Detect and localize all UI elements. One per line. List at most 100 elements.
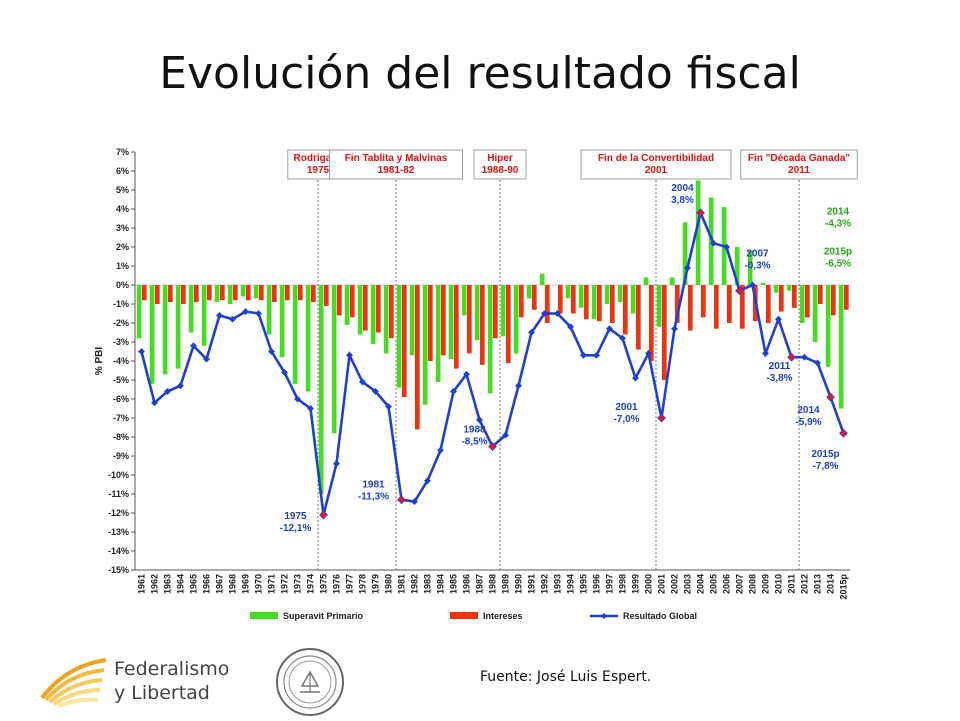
x-tick-label: 1965	[189, 574, 199, 594]
resultado-global-point	[281, 368, 288, 376]
superavit-bar	[682, 222, 688, 285]
fiscal-chart: 7% 6% 5% 4% 3% 2% 1% 0% -1% -2% -3% -4% -5% -6% -7% -8%…	[95, 147, 858, 621]
y-tick-label: 2%	[116, 242, 129, 252]
resultado-global-point	[801, 353, 808, 361]
x-tick-label: 2013	[813, 574, 823, 594]
superavit-bar	[461, 285, 467, 316]
green-annotation: -6,5%	[825, 259, 851, 270]
intereses-bar	[545, 285, 550, 323]
green-annotation: -4,3%	[825, 219, 851, 230]
blue-annotation: -7,0%	[613, 414, 639, 425]
resultado-global-point	[645, 349, 652, 357]
intereses-bar	[571, 285, 576, 314]
intereses-bar	[337, 285, 342, 316]
intereses-bar	[675, 285, 680, 323]
resultado-global-point	[411, 498, 418, 506]
superavit-bar	[578, 285, 584, 308]
intereses-bar	[727, 285, 732, 323]
superavit-bar	[487, 285, 493, 394]
resultado-global-point	[632, 374, 639, 382]
resultado-global-point	[749, 281, 756, 289]
intereses-bar	[610, 285, 615, 323]
resultado-global-point	[554, 310, 561, 317]
x-tick-label: 1967	[215, 574, 225, 594]
event-box	[473, 149, 527, 180]
superavit-bar	[331, 285, 337, 434]
x-tick-label: 1982	[410, 574, 420, 594]
intereses-bar	[701, 285, 706, 318]
intereses-bar	[636, 285, 641, 350]
y-tick-label: 4%	[116, 204, 129, 214]
resultado-global-point	[541, 310, 548, 317]
superavit-bar	[669, 277, 675, 285]
blue-annotation: -5,9%	[795, 417, 821, 428]
legend-label: Intereses	[483, 611, 523, 621]
intereses-bar	[428, 285, 433, 361]
x-tick-label: 1989	[501, 574, 511, 594]
intereses-bar	[402, 285, 407, 398]
resultado-global-point	[671, 325, 678, 333]
x-tick-label: 2004	[696, 574, 706, 594]
y-tick-label: -15%	[108, 565, 129, 575]
resultado-global-point	[216, 311, 223, 319]
x-tick-label: 1963	[163, 574, 173, 594]
blue-annotation: -0,3%	[744, 261, 770, 272]
y-tick-label: -8%	[113, 432, 129, 442]
resultado-global-point	[164, 387, 171, 395]
superavit-bar	[825, 285, 831, 367]
superavit-bar	[175, 285, 181, 369]
x-tick-label: 1992	[540, 574, 550, 594]
slide-title: Evolución del resultado fiscal	[159, 48, 801, 99]
blue-annotation: 2015p	[811, 449, 839, 460]
blue-annotation: -8,5%	[461, 437, 487, 448]
superavit-bar	[149, 285, 155, 384]
y-tick-label: -7%	[113, 413, 129, 423]
intereses-bar	[493, 285, 498, 339]
x-tick-label: 1962	[150, 574, 160, 594]
intereses-bar	[467, 285, 472, 354]
intereses-bar	[363, 285, 368, 331]
intereses-bar	[480, 285, 485, 365]
resultado-global-point	[151, 399, 158, 407]
superavit-bar	[591, 285, 597, 320]
x-tick-label: 2003	[683, 574, 693, 594]
event-label: Fin de la Convertibilidad	[598, 153, 714, 164]
superavit-bar	[240, 285, 246, 297]
x-tick-label: 1980	[384, 574, 394, 594]
y-tick-label: 0%	[116, 280, 129, 290]
superavit-bar	[513, 285, 519, 354]
superavit-bar	[708, 197, 714, 285]
y-tick-label: -2%	[113, 318, 129, 328]
x-tick-label: 1970	[254, 574, 264, 594]
x-tick-label: 1996	[592, 574, 602, 594]
event-label: 1988-90	[482, 165, 519, 176]
superavit-bar	[357, 285, 363, 335]
intereses-bar	[259, 285, 264, 301]
superavit-bar	[786, 285, 792, 291]
intereses-bar	[220, 285, 225, 301]
x-tick-label: 1964	[176, 574, 186, 594]
x-tick-label: 1986	[462, 574, 472, 594]
blue-annotation: 1981	[362, 480, 385, 491]
intereses-bar	[181, 285, 186, 304]
resultado-global-point	[397, 495, 406, 505]
resultado-global-point	[307, 405, 314, 412]
x-tick-label: 2014	[826, 574, 836, 594]
x-tick-label: 1994	[566, 574, 576, 594]
y-tick-label: -12%	[108, 508, 129, 518]
chart-legend: Superavit Primario Intereses Resultado Glo…	[250, 611, 697, 621]
superavit-bar	[760, 283, 766, 285]
y-tick-label: -9%	[113, 451, 129, 461]
x-tick-label: 1983	[423, 574, 433, 594]
superavit-bar	[162, 285, 168, 375]
superavit-bar	[604, 285, 610, 304]
resultado-global-point	[657, 413, 666, 423]
resultado-global-point	[684, 264, 691, 272]
resultado-global-point	[593, 351, 600, 359]
intereses-bar	[350, 285, 355, 318]
intereses-bar	[376, 285, 381, 333]
x-tick-label: 1995	[579, 574, 589, 594]
x-tick-label: 1972	[280, 574, 290, 594]
superavit-bar	[266, 285, 272, 335]
